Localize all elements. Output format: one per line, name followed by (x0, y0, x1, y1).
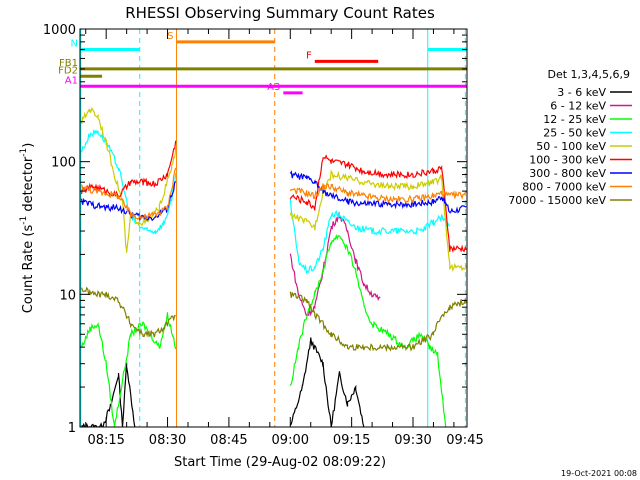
legend-label-9: 7000 - 15000 keV (508, 194, 606, 207)
x-tick-label-2: 08:30 (149, 433, 186, 448)
y-axis-label: Count Rate (s-1 detector-1) (19, 143, 36, 314)
legend-label-3: 12 - 25 keV (543, 113, 606, 126)
flag-label-4: F (306, 50, 312, 61)
flag-label-1: N (71, 39, 78, 50)
legend-label-4: 25 - 50 keV (543, 127, 606, 140)
vertical-markers (80, 29, 466, 427)
legend-label-8: 800 - 7000 keV (522, 181, 606, 194)
x-tick-label-7: 09:45 (446, 433, 483, 448)
x-tick-label-3: 08:45 (210, 433, 247, 448)
legend-label-5: 50 - 100 keV (536, 140, 606, 153)
series-line-7-seg-1 (81, 181, 177, 222)
x-tick-label-1: 08:15 (87, 433, 124, 448)
series-line-6-seg-1 (81, 140, 177, 199)
y-tick-label-3: 100 (51, 156, 76, 171)
plot-frame (79, 28, 468, 428)
series-line-4-seg-2 (289, 198, 451, 274)
series-line-1-seg-2 (289, 337, 365, 427)
series-line-3-seg-2 (289, 233, 447, 427)
x-axis-label: Start Time (29-Aug-02 08:09:22) (174, 455, 386, 470)
x-axis: 08:15 08:30 08:45 09:00 09:15 09:30 09:45 (85, 29, 484, 448)
flag-label-8: A3 (267, 82, 280, 93)
chart-title: RHESSI Observing Summary Count Rates (125, 4, 435, 22)
legend-label-7: 300 - 800 keV (529, 167, 606, 180)
flag-label-7: A1 (65, 75, 78, 86)
legend-label-6: 100 - 300 keV (529, 154, 606, 167)
series-line-5-seg-2 (289, 169, 467, 272)
y-axis: 1 10 100 1000 (43, 23, 467, 436)
legend-title: Det 1,3,4,5,6,9 (547, 68, 630, 81)
series-line-2-seg-1 (289, 211, 381, 317)
footer-date: 19-Oct-2021 00:08 (561, 469, 637, 478)
flag-label-3: S (167, 31, 173, 42)
flag-label-6: FD2 (58, 65, 78, 76)
series-line-5-seg-1 (81, 106, 177, 253)
flag-label-5: FB1 (59, 58, 78, 69)
series-line-9-seg-2 (289, 291, 467, 353)
series-line-9-seg-1 (81, 286, 176, 338)
series-line-6-seg-2 (289, 154, 467, 254)
x-tick-label-5: 09:15 (333, 433, 370, 448)
x-tick-label-4: 09:00 (272, 433, 309, 448)
y-tick-label-4: 1000 (43, 23, 76, 38)
x-tick-label-6: 09:30 (394, 433, 431, 448)
y-tick-label-1: 1 (68, 421, 76, 436)
series-line-1-seg-1 (81, 362, 136, 427)
legend-label-2: 6 - 12 keV (550, 100, 606, 113)
series-line-8-seg-1 (81, 167, 177, 221)
y-tick-label-2: 10 (59, 288, 76, 303)
series-line-8-seg-2 (289, 182, 467, 204)
series-line-3-seg-1 (81, 312, 177, 427)
legend-label-1: 3 - 6 keV (557, 86, 606, 99)
